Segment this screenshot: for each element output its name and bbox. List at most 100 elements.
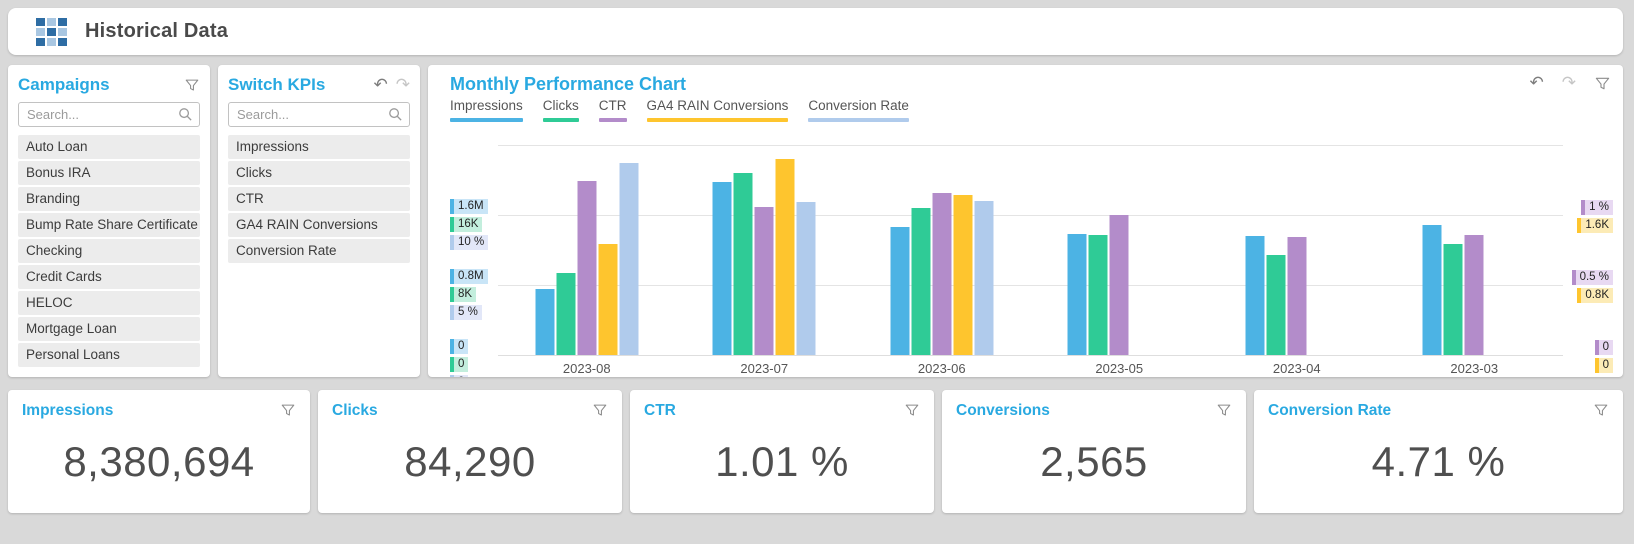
bar-group-2023-03 — [1386, 145, 1564, 355]
legend-underline — [646, 118, 789, 122]
bar-ga4-rain-conversions-2023-06[interactable] — [953, 195, 973, 355]
bar-conversion-rate-2023-06[interactable] — [974, 201, 994, 355]
chart-filter-button[interactable] — [1594, 75, 1611, 92]
legend-item-ctr[interactable]: CTR — [598, 98, 627, 122]
kpi-item-impressions[interactable]: Impressions — [228, 135, 410, 159]
legend-item-impressions[interactable]: Impressions — [450, 98, 523, 122]
bar-impressions-2023-07[interactable] — [712, 182, 732, 355]
kpi-item-ctr[interactable]: CTR — [228, 187, 410, 211]
chart-undo-button[interactable]: ↶ — [1530, 75, 1544, 92]
campaign-item-heloc[interactable]: HELOC — [18, 291, 200, 315]
bar-clicks-2023-06[interactable] — [911, 208, 931, 355]
undo-icon: ↶ — [1529, 73, 1544, 93]
filter-funnel-icon — [593, 404, 607, 416]
axis-tick-clicks: 16K — [450, 217, 483, 232]
kpi-card-conversion-rate: Conversion Rate 4.71 % — [1254, 390, 1623, 513]
bar-ga4-rain-conversions-2023-08[interactable] — [598, 244, 618, 355]
filter-funnel-icon — [281, 404, 295, 416]
kpi-card-value: 4.71 % — [1371, 438, 1506, 485]
campaign-item-checking[interactable]: Checking — [18, 239, 200, 263]
bar-conversion-rate-2023-07[interactable] — [796, 202, 816, 355]
kpi-item-ga4-rain-conversions[interactable]: GA4 RAIN Conversions — [228, 213, 410, 237]
kpi-item-conversion-rate[interactable]: Conversion Rate — [228, 239, 410, 263]
filter-funnel-icon — [1217, 404, 1231, 416]
filter-funnel-icon — [1595, 77, 1610, 90]
bar-clicks-2023-05[interactable] — [1088, 235, 1108, 355]
kpi-card-filter-button[interactable] — [592, 402, 608, 418]
bar-impressions-2023-06[interactable] — [890, 227, 910, 355]
legend-item-ga4-rain-conversions[interactable]: GA4 RAIN Conversions — [646, 98, 789, 122]
axis-tick-ga4-rain-conversions: 0.8K — [1577, 288, 1613, 303]
bar-ga4-rain-conversions-2023-07[interactable] — [775, 159, 795, 355]
axis-tick-impressions: 0.8M — [450, 269, 488, 284]
kpis-undo-button[interactable]: ↶ — [374, 76, 388, 94]
kpi-item-clicks[interactable]: Clicks — [228, 161, 410, 185]
axis-tick-ctr: 0.5 % — [1571, 270, 1613, 285]
kpi-card-ctr: CTR 1.01 % — [630, 390, 934, 513]
campaign-item-bump-rate-share-certificate[interactable]: Bump Rate Share Certificate — [18, 213, 200, 237]
kpi-card-filter-button[interactable] — [904, 402, 920, 418]
x-axis-labels: 2023-08 2023-07 2023-06 2023-05 2023-04 2023-… — [498, 361, 1563, 376]
search-icon — [389, 108, 402, 121]
bar-ctr-2023-07[interactable] — [754, 207, 774, 355]
campaign-item-credit-cards[interactable]: Credit Cards — [18, 265, 200, 289]
x-axis-label: 2023-05 — [1095, 361, 1144, 376]
bar-group-2023-04 — [1208, 145, 1386, 355]
kpi-card-filter-button[interactable] — [1216, 402, 1232, 418]
axis-tick-clicks: 8K — [450, 287, 477, 302]
campaigns-filter-button[interactable] — [184, 77, 200, 93]
bar-conversion-rate-2023-08[interactable] — [619, 163, 639, 355]
campaign-item-auto-loan[interactable]: Auto Loan — [18, 135, 200, 159]
campaign-item-branding[interactable]: Branding — [18, 187, 200, 211]
kpi-card-filter-button[interactable] — [1593, 402, 1609, 418]
kpi-card-title: Impressions — [22, 402, 114, 419]
kpi-card-value: 2,565 — [1040, 438, 1148, 485]
bar-clicks-2023-07[interactable] — [733, 173, 753, 355]
bar-impressions-2023-03[interactable] — [1422, 225, 1442, 355]
legend-underline — [542, 118, 579, 122]
kpi-card-value: 1.01 % — [715, 438, 849, 485]
axis-tick-ctr: 1 % — [1581, 200, 1613, 215]
campaign-item-mortgage-loan[interactable]: Mortgage Loan — [18, 317, 200, 341]
kpi-card-filter-button[interactable] — [280, 402, 296, 418]
legend-label: Conversion Rate — [808, 98, 909, 113]
campaign-item-bonus-ira[interactable]: Bonus IRA — [18, 161, 200, 185]
legend-label: CTR — [598, 98, 627, 113]
axis-tick-conversion-rate: 0 — [450, 375, 469, 377]
campaigns-search-input[interactable] — [18, 102, 200, 127]
bar-group-2023-08 — [498, 145, 676, 355]
legend-underline — [450, 118, 523, 122]
chart-redo-button[interactable]: ↷ — [1562, 75, 1576, 92]
bar-ctr-2023-08[interactable] — [577, 181, 597, 355]
bar-ctr-2023-05[interactable] — [1109, 215, 1129, 355]
axis-tick-conversion-rate: 5 % — [450, 305, 482, 320]
kpi-card-impressions: Impressions 8,380,694 — [8, 390, 310, 513]
x-axis-label: 2023-07 — [740, 361, 789, 376]
campaigns-search — [18, 102, 200, 127]
bar-impressions-2023-04[interactable] — [1245, 236, 1265, 355]
bar-impressions-2023-08[interactable] — [535, 289, 555, 355]
campaigns-title: Campaigns — [18, 75, 110, 94]
bar-impressions-2023-05[interactable] — [1067, 234, 1087, 355]
kpis-search — [228, 102, 410, 127]
kpis-search-input[interactable] — [228, 102, 410, 127]
kpis-redo-button[interactable]: ↷ — [396, 76, 410, 94]
bar-clicks-2023-04[interactable] — [1266, 255, 1286, 355]
legend-item-clicks[interactable]: Clicks — [542, 98, 579, 122]
chart-title: Monthly Performance Chart — [450, 74, 687, 94]
legend-item-conversion-rate[interactable]: Conversion Rate — [808, 98, 909, 122]
bar-ctr-2023-04[interactable] — [1287, 237, 1307, 355]
legend-underline — [598, 118, 627, 122]
bar-ctr-2023-03[interactable] — [1464, 235, 1484, 355]
bar-group-2023-05 — [1031, 145, 1209, 355]
app-header: Historical Data — [8, 8, 1623, 55]
chart-plot-area — [498, 145, 1563, 356]
campaign-item-personal-loans[interactable]: Personal Loans — [18, 343, 200, 367]
grid-logo-icon — [36, 17, 67, 46]
monthly-performance-chart-panel: Monthly Performance Chart ↶ ↷ Impression… — [428, 65, 1623, 377]
bar-clicks-2023-03[interactable] — [1443, 244, 1463, 355]
bar-clicks-2023-08[interactable] — [556, 273, 576, 355]
kpi-card-title: CTR — [644, 402, 676, 419]
kpi-card-conversions: Conversions 2,565 — [942, 390, 1246, 513]
bar-ctr-2023-06[interactable] — [932, 193, 952, 355]
